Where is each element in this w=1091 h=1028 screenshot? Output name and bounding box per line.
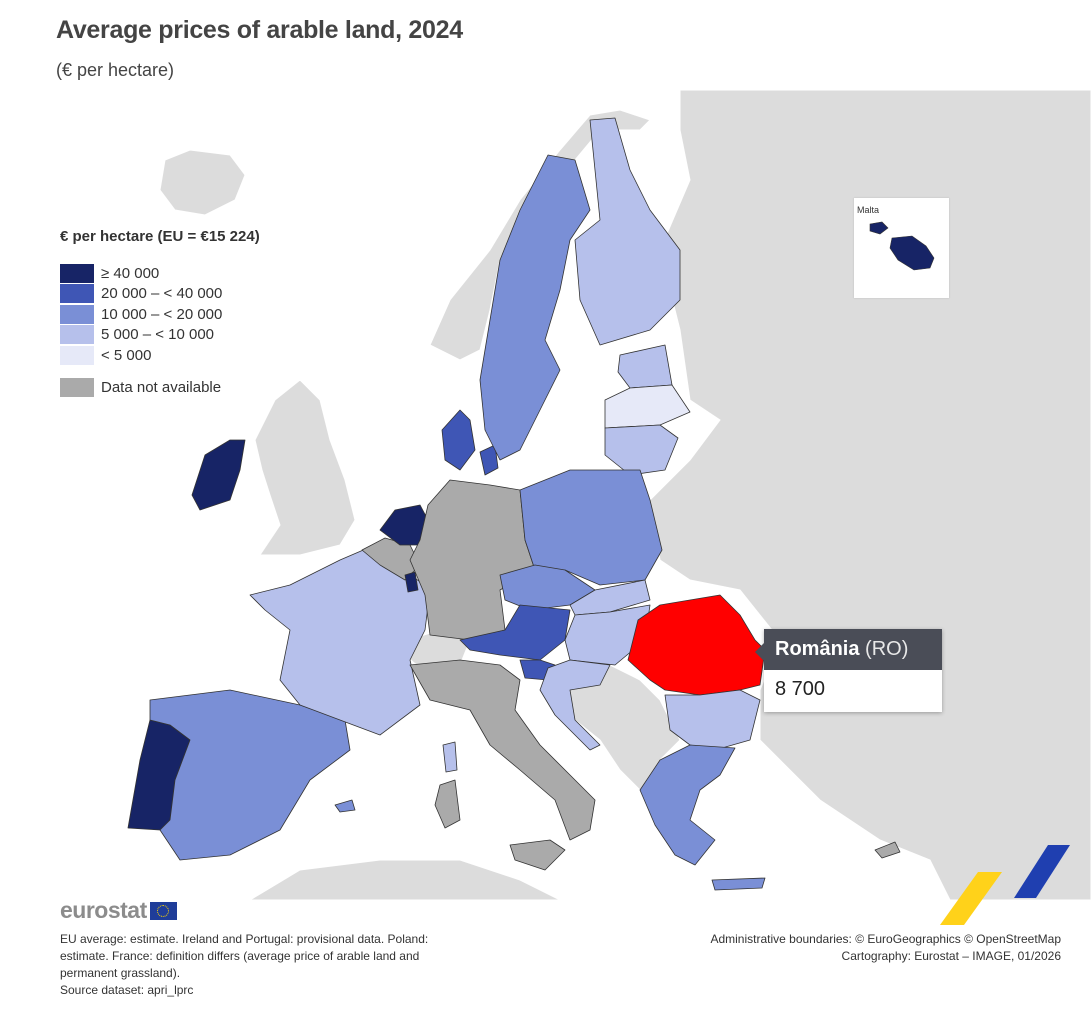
map-subtitle: (€ per hectare) xyxy=(56,60,175,80)
legend-label: 5 000 – < 10 000 xyxy=(101,326,215,344)
country-luxembourg[interactable] xyxy=(404,571,419,593)
country-corsica[interactable] xyxy=(442,741,458,773)
credits-boundaries: Administrative boundaries: © EuroGeograp… xyxy=(710,932,1061,946)
legend-label: < 5 000 xyxy=(101,346,152,364)
europe-map[interactable] xyxy=(0,90,1091,900)
country-malta-gozo[interactable] xyxy=(869,221,889,235)
legend-swatch xyxy=(60,345,94,365)
background-land xyxy=(159,90,1091,900)
country-sicily[interactable] xyxy=(509,839,566,871)
map-title: Average prices of arable land, 2024 xyxy=(56,16,463,44)
legend-item[interactable]: 20 000 – < 40 000 xyxy=(60,284,260,305)
malta-inset-map xyxy=(869,221,935,271)
country-denmark[interactable] xyxy=(441,409,476,471)
country-greece[interactable] xyxy=(639,744,736,866)
logo-text: eurostat xyxy=(60,897,147,923)
legend-item[interactable]: 5 000 – < 10 000 xyxy=(60,325,260,346)
source-dataset[interactable]: Source dataset: apri_lprc xyxy=(60,983,194,997)
country-estonia[interactable] xyxy=(617,344,673,389)
legend-label: Data not available xyxy=(101,379,222,397)
footnote-line: estimate. France: definition differs (av… xyxy=(60,949,420,963)
country-italy[interactable] xyxy=(409,659,596,841)
country-croatia[interactable] xyxy=(539,659,611,751)
country-bulgaria[interactable] xyxy=(664,689,761,751)
legend-item[interactable]: < 5 000 xyxy=(60,345,260,366)
legend-swatch xyxy=(60,304,94,324)
country-cyprus[interactable] xyxy=(874,841,901,859)
footnote-line: permanent grassland). xyxy=(60,966,181,980)
footnote-line: EU average: estimate. Ireland and Portug… xyxy=(60,932,429,946)
country-malta[interactable] xyxy=(889,235,935,271)
country-germany[interactable] xyxy=(409,479,536,641)
malta-inset: Malta xyxy=(854,198,949,298)
country-crete[interactable] xyxy=(711,877,766,891)
legend-swatch xyxy=(60,378,94,398)
country-france[interactable] xyxy=(249,544,431,736)
country-latvia[interactable] xyxy=(604,384,691,429)
legend-item[interactable]: ≥ 40 000 xyxy=(60,263,260,284)
tooltip-country-code: (RO) xyxy=(865,638,909,660)
country-ireland[interactable] xyxy=(191,439,246,511)
country-spain[interactable] xyxy=(149,689,351,861)
footnote: EU average: estimate. Ireland and Portug… xyxy=(60,931,480,999)
malta-inset-label: Malta xyxy=(857,205,880,215)
credits-cartography: Cartography: Eurostat – IMAGE, 01/2026 xyxy=(841,949,1061,963)
eu-countries xyxy=(127,117,901,891)
legend-label: 20 000 – < 40 000 xyxy=(101,285,223,303)
country-tooltip: România (RO) 8 700 xyxy=(755,629,942,712)
legend-label: ≥ 40 000 xyxy=(101,264,160,282)
country-sardinia[interactable] xyxy=(434,779,461,829)
country-romania[interactable] xyxy=(627,594,766,696)
decor-blue-stripe xyxy=(1014,845,1070,898)
tooltip-header: România (RO) xyxy=(764,629,942,670)
legend-title: € per hectare (EU = €15 224) xyxy=(60,228,260,245)
land-uk xyxy=(254,379,356,556)
legend-item[interactable]: 10 000 – < 20 000 xyxy=(60,304,260,325)
land-north-africa xyxy=(249,859,561,900)
tooltip-pointer xyxy=(755,643,764,661)
legend-item-not-available[interactable]: Data not available xyxy=(60,378,260,399)
land-iceland xyxy=(159,149,246,216)
tooltip-country-name: România xyxy=(775,638,860,660)
legend-swatch xyxy=(60,325,94,345)
corner-decoration xyxy=(940,845,1070,925)
legend-swatch xyxy=(60,284,94,304)
legend-swatch xyxy=(60,263,94,283)
country-lithuania[interactable] xyxy=(604,424,679,476)
decor-yellow-stripe xyxy=(940,872,1002,925)
eu-flag-icon xyxy=(149,901,177,920)
country-denmark-zealand[interactable] xyxy=(479,444,499,476)
eurostat-logo[interactable]: eurostat xyxy=(60,897,177,924)
country-sweden[interactable] xyxy=(479,154,591,461)
country-finland[interactable] xyxy=(574,117,681,346)
country-balearics[interactable] xyxy=(334,799,356,813)
tooltip-value: 8 700 xyxy=(775,678,826,700)
legend: € per hectare (EU = €15 224) ≥ 40 000 20… xyxy=(60,228,260,398)
credits: Administrative boundaries: © EuroGeograp… xyxy=(710,931,1061,965)
land-norway xyxy=(429,109,651,361)
legend-label: 10 000 – < 20 000 xyxy=(101,305,223,323)
